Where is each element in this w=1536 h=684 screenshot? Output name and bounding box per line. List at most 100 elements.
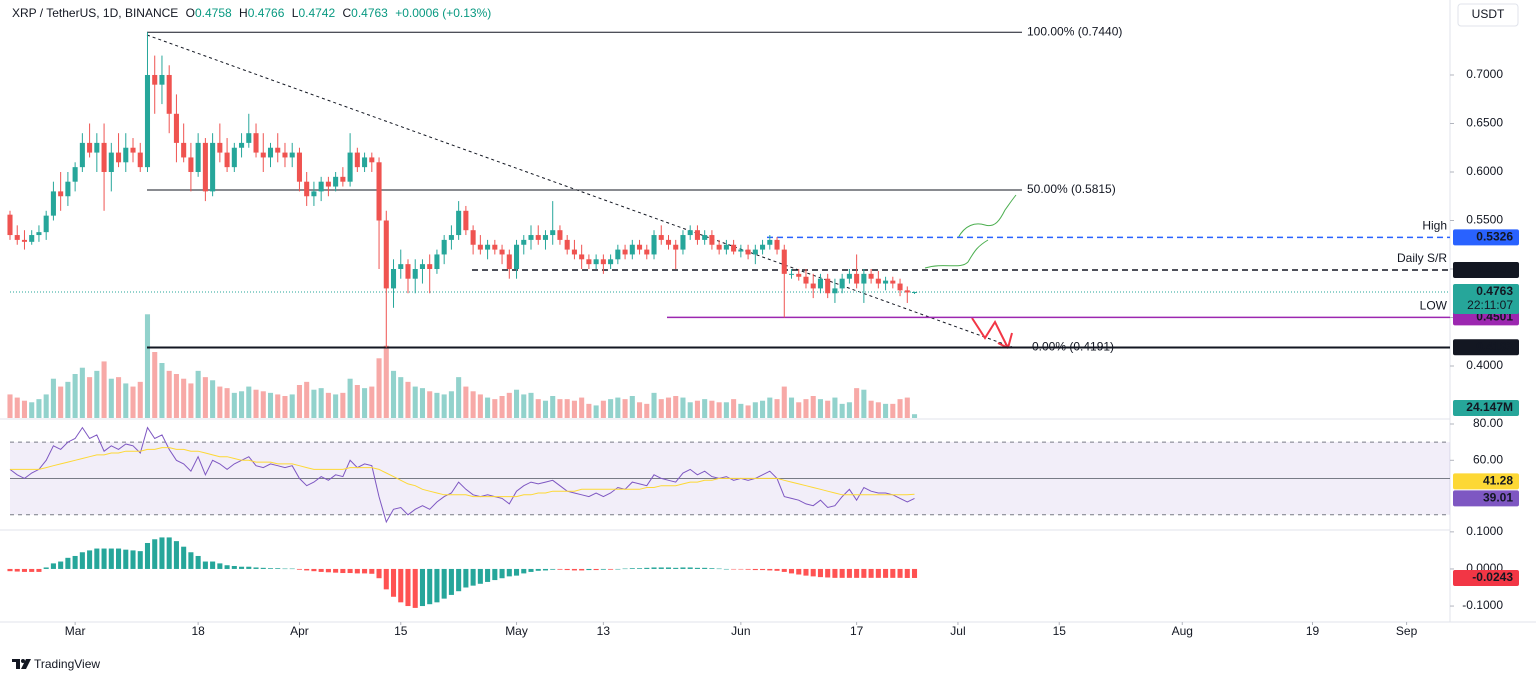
macd-bar: [687, 567, 693, 569]
candle-body: [810, 283, 816, 289]
macd-bar: [65, 557, 71, 569]
volume-bar: [629, 396, 635, 418]
volume-bar: [571, 400, 577, 418]
macd-bar: [87, 550, 93, 569]
macd-bar: [854, 568, 860, 578]
candle-body: [485, 244, 491, 250]
price-tag-box: [1453, 339, 1519, 356]
candle-body: [680, 235, 686, 250]
currency[interactable]: USDT: [1472, 7, 1505, 21]
macd-bar: [434, 568, 440, 603]
volume-bar: [376, 358, 382, 418]
volume-bar: [362, 388, 368, 418]
candle-body: [514, 244, 520, 269]
macd-bar: [398, 568, 404, 603]
macd-bar: [767, 568, 773, 571]
macd-bar: [593, 568, 599, 571]
candle-body: [108, 152, 114, 172]
candle-body: [499, 249, 505, 255]
candle-body: [463, 210, 469, 231]
y-tick-label: 0.5500: [1466, 213, 1503, 227]
candle-body: [376, 162, 382, 221]
x-tick-label: May: [505, 624, 528, 638]
candle-body: [854, 273, 860, 284]
volume-bar: [340, 392, 346, 418]
candle-body: [166, 74, 172, 114]
candle-body: [665, 239, 672, 245]
candle-body: [883, 280, 889, 284]
candle-body: [434, 254, 440, 269]
candle-body: [246, 133, 252, 143]
volume-bar: [774, 399, 780, 418]
macd-bar: [318, 568, 324, 572]
macd-bar: [817, 568, 823, 578]
volume-bar: [665, 397, 672, 418]
macd-bar: [890, 568, 896, 578]
macd-bar: [571, 568, 577, 571]
candle-body: [152, 74, 158, 85]
volume-bar: [658, 399, 664, 418]
macd-bar: [36, 568, 42, 572]
volume-bar: [36, 399, 42, 418]
volume-bar: [846, 402, 852, 418]
candle-body: [825, 278, 831, 294]
candle-body: [239, 142, 245, 148]
macd-bar: [542, 568, 549, 571]
candle-body: [405, 264, 411, 279]
candle-body: [868, 273, 874, 279]
candle-body: [79, 142, 85, 168]
macd-bar: [470, 568, 476, 586]
macd-bar: [637, 568, 643, 569]
macd-bar: [101, 548, 107, 569]
macd-bar: [485, 568, 491, 582]
macd-bar: [210, 561, 216, 569]
y-tick-label: 80.00: [1473, 416, 1503, 430]
volume-bar: [528, 392, 534, 418]
volume-bar: [87, 377, 93, 418]
macd-bar: [50, 563, 56, 569]
volume-bar: [817, 399, 823, 418]
volume-bar: [767, 397, 773, 418]
price-tag-box: [1453, 261, 1519, 278]
level-tag: 0.5326: [1476, 230, 1513, 244]
macd-bar: [760, 568, 766, 571]
macd-bar: [441, 568, 447, 599]
macd-bar: [246, 566, 252, 569]
volume-bar: [723, 402, 729, 418]
volume-bar: [492, 399, 498, 418]
macd-bar: [564, 568, 570, 571]
volume-bar: [868, 400, 874, 418]
rsi-tag: 41.28: [1483, 474, 1513, 488]
macd-bar: [680, 567, 686, 569]
volume-bar: [673, 396, 679, 418]
macd-bar: [58, 561, 64, 569]
x-tick-label: Sep: [1396, 624, 1418, 638]
y-tick-label: 0.6500: [1466, 116, 1503, 130]
volume-bar: [463, 386, 469, 418]
candle-body: [637, 244, 643, 250]
candle-body: [492, 244, 498, 250]
volume-bar: [217, 386, 223, 418]
candle-body: [137, 152, 143, 168]
macd-bar: [412, 568, 418, 608]
candle-body: [738, 249, 744, 252]
macd-bar: [456, 568, 462, 592]
macd-bar: [390, 568, 397, 597]
candle-body: [36, 232, 42, 236]
last-price-box: [1453, 283, 1519, 314]
macd-bar: [629, 568, 635, 569]
macd-bar: [709, 568, 715, 569]
candle-body: [658, 235, 664, 240]
price-tag-box: [1453, 473, 1519, 490]
currency-button[interactable]: [1457, 3, 1519, 27]
macd-bar: [181, 546, 187, 569]
candle-body: [890, 280, 896, 284]
volume-bar: [260, 391, 266, 418]
fib-label: 100.00% (0.7440): [1027, 24, 1122, 38]
ohlc-label: L: [292, 6, 299, 20]
macd-bar: [29, 568, 35, 572]
candle-body: [723, 244, 729, 250]
candle-body: [803, 276, 809, 284]
x-tick-label: 18: [191, 624, 205, 638]
